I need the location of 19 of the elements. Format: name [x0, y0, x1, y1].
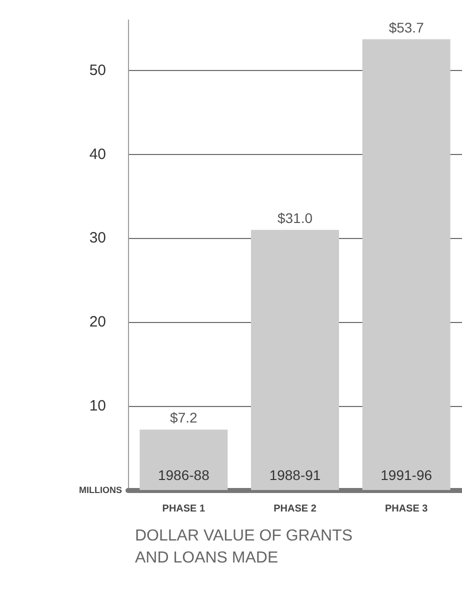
annotation: 1986-88 — [158, 467, 210, 483]
y-tick-label: 10 — [89, 398, 106, 415]
x-tick-label: PHASE 2 — [274, 504, 317, 514]
y-tick-label: 20 — [89, 314, 106, 331]
data-label: $7.2 — [170, 410, 198, 426]
data-label: $31.0 — [277, 210, 313, 226]
bar — [251, 230, 339, 490]
text: DOLLAR VALUE OF GRANTS AND LOANS MADE — [135, 528, 353, 566]
bar — [362, 39, 450, 490]
annotation: 1988-91 — [269, 467, 321, 483]
y-tick-label: 50 — [89, 62, 106, 79]
y-axis-title: MILLIONS — [79, 485, 122, 495]
y-tick-label: 30 — [89, 230, 106, 247]
y-tick-label: 40 — [89, 146, 106, 163]
x-tick-label: PHASE 1 — [162, 504, 206, 514]
x-tick-label: PHASE 3 — [384, 504, 428, 514]
annotation: 1991-96 — [380, 467, 432, 483]
bar — [140, 430, 228, 490]
data-label: $53.7 — [388, 19, 424, 36]
